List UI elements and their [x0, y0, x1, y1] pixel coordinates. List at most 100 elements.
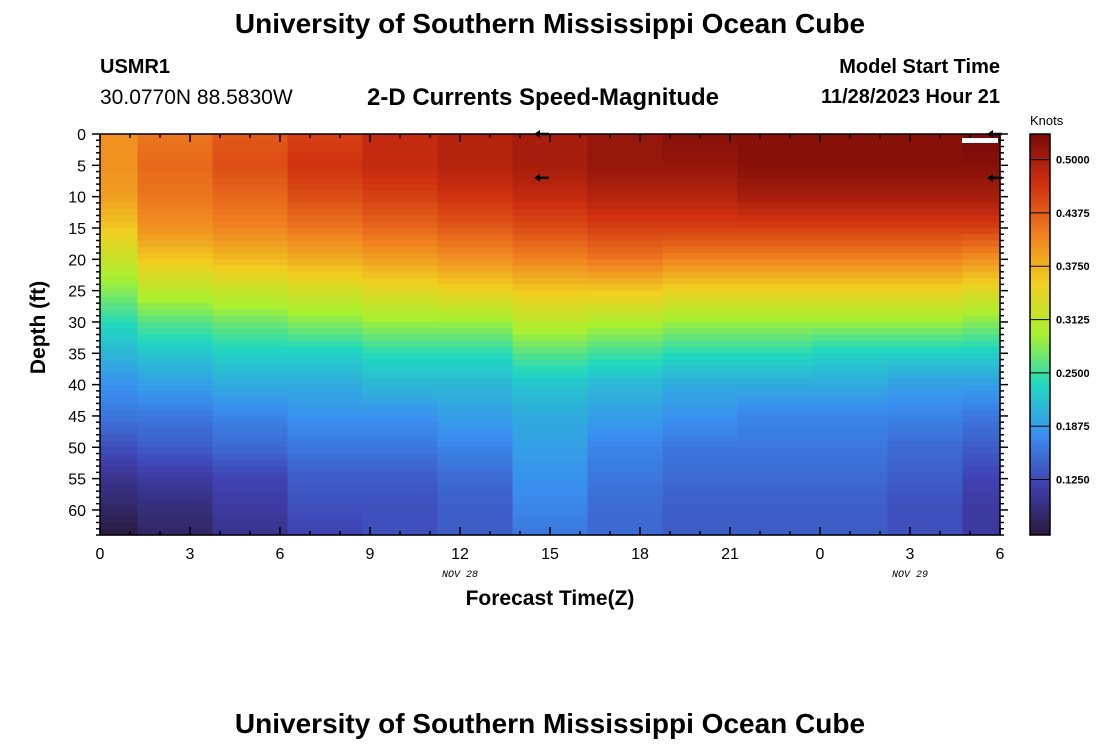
- heatmap-cell: [812, 284, 889, 292]
- heatmap-cell: [887, 422, 964, 430]
- heatmap-cell: [437, 271, 514, 279]
- heatmap-cell: [137, 390, 214, 398]
- heatmap-cell: [962, 428, 1001, 436]
- heatmap-cell: [212, 159, 289, 166]
- heatmap-cell: [512, 403, 589, 411]
- heatmap-cell: [137, 434, 214, 442]
- heatmap-cell: [362, 347, 439, 354]
- heatmap-cell: [287, 328, 364, 336]
- heatmap-cell: [512, 328, 589, 336]
- heatmap-cell: [662, 334, 739, 342]
- heatmap-cell: [287, 347, 364, 354]
- heatmap-cell: [887, 509, 964, 517]
- heatmap-cell: [287, 509, 364, 517]
- heatmap-cell: [287, 441, 364, 448]
- heatmap-cell: [362, 165, 439, 173]
- heatmap-cell: [962, 271, 1001, 279]
- heatmap-cell: [212, 334, 289, 342]
- heatmap-cell: [587, 190, 664, 198]
- heatmap-cell: [287, 246, 364, 254]
- heatmap-cell: [137, 409, 214, 417]
- heatmap-cell: [887, 403, 964, 411]
- heatmap-cell: [287, 227, 364, 235]
- heatmap-cell: [437, 152, 514, 160]
- heatmap-cell: [662, 466, 739, 473]
- heatmap-cell: [287, 378, 364, 386]
- heatmap-cell: [362, 509, 439, 517]
- heatmap-cell: [437, 503, 514, 511]
- heatmap-cell: [212, 215, 289, 223]
- heatmap-cell: [437, 340, 514, 348]
- heatmap-cell: [100, 378, 139, 386]
- x-date-label: NOV 29: [892, 570, 928, 581]
- heatmap-cell: [100, 509, 139, 517]
- heatmap-cell: [287, 447, 364, 455]
- heatmap-cell: [137, 384, 214, 392]
- heatmap-cell: [437, 378, 514, 386]
- heatmap-cell: [962, 290, 1001, 298]
- heatmap-cell: [137, 284, 214, 292]
- heatmap-cell: [512, 321, 589, 329]
- heatmap-cell: [737, 290, 814, 298]
- heatmap-cell: [437, 315, 514, 323]
- heatmap-cell: [812, 278, 889, 285]
- heatmap-cell: [587, 290, 664, 298]
- heatmap-cell: [100, 516, 139, 524]
- heatmap-cell: [287, 403, 364, 411]
- heatmap-cell: [962, 422, 1001, 430]
- colorbar-tick-label: 0.2500: [1056, 368, 1090, 380]
- heatmap-cell: [587, 303, 664, 311]
- heatmap-cell: [512, 303, 589, 311]
- heatmap-cell: [362, 140, 439, 148]
- heatmap-cell: [662, 190, 739, 198]
- heatmap-cell: [662, 353, 739, 361]
- heatmap-cell: [137, 278, 214, 285]
- heatmap-cell: [812, 159, 889, 166]
- heatmap-cell: [512, 347, 589, 354]
- heatmap-cell: [137, 221, 214, 229]
- heatmap-cell: [512, 177, 589, 185]
- heatmap-cell: [737, 278, 814, 285]
- y-axis: 0 5 10 15 20 25 30 35 40 45 50 55 60: [68, 127, 1008, 536]
- heatmap-cell: [737, 472, 814, 480]
- model-start-label: Model Start Time: [839, 56, 1000, 78]
- heatmap-cell: [137, 209, 214, 217]
- heatmap-cell: [437, 234, 514, 242]
- y-tick-label: 15: [68, 221, 86, 238]
- heatmap-cell: [287, 165, 364, 173]
- heatmap-cell: [962, 328, 1001, 336]
- x-tick-label: 15: [541, 546, 559, 563]
- heatmap-cell: [137, 165, 214, 173]
- heatmap-cell: [587, 340, 664, 348]
- heatmap-cell: [362, 159, 439, 166]
- heatmap-cell: [512, 428, 589, 436]
- heatmap-cell: [362, 234, 439, 242]
- heatmap-cell: [587, 434, 664, 442]
- heatmap-cell: [212, 359, 289, 367]
- heatmap-cell: [512, 184, 589, 191]
- heatmap-cell: [212, 453, 289, 461]
- heatmap-cell: [100, 253, 139, 260]
- heatmap-cell: [962, 165, 1001, 173]
- heatmap-cell: [587, 390, 664, 398]
- heatmap-cell: [512, 497, 589, 505]
- heatmap-cell: [962, 184, 1001, 191]
- heatmap-cell: [587, 196, 664, 204]
- heatmap-cell: [737, 328, 814, 336]
- heatmap-cell: [512, 152, 589, 160]
- heatmap-cell: [212, 196, 289, 204]
- heatmap-cell: [812, 484, 889, 492]
- heatmap-cell: [212, 447, 289, 455]
- heatmap-cell: [812, 390, 889, 398]
- heatmap-cell: [212, 434, 289, 442]
- heatmap-cell: [512, 146, 589, 154]
- heatmap-cell: [362, 253, 439, 260]
- heatmap-cell: [812, 296, 889, 304]
- heatmap-cell: [212, 234, 289, 242]
- heatmap-cell: [962, 353, 1001, 361]
- heatmap-cell: [137, 353, 214, 361]
- heatmap-cell: [137, 528, 214, 536]
- heatmap-cell: [962, 234, 1001, 242]
- heatmap-cell: [100, 290, 139, 298]
- heatmap-cell: [437, 522, 514, 530]
